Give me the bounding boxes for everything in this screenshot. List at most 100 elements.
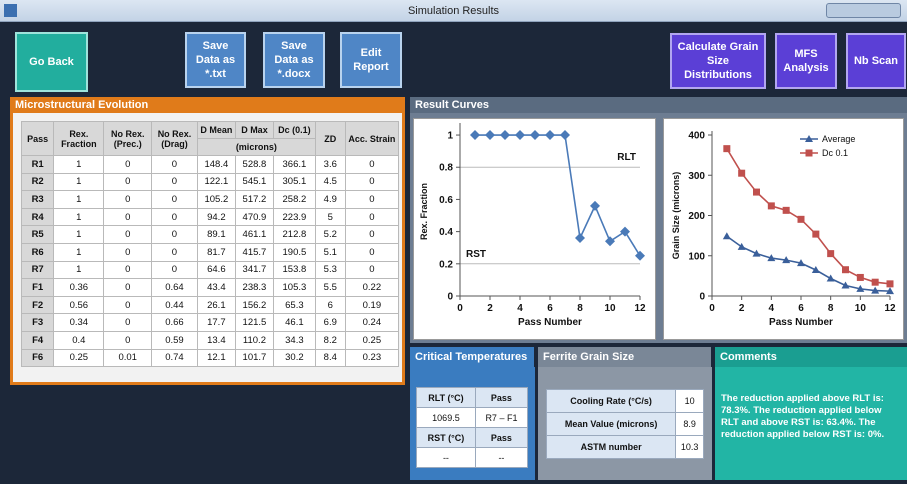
pass-cell: F2 xyxy=(20,295,55,315)
cell: 105.3 xyxy=(272,278,316,297)
go-back-button[interactable]: Go Back xyxy=(15,32,88,92)
cell: 305.1 xyxy=(272,172,316,192)
pass-cell: R3 xyxy=(20,190,55,209)
cell: 10 xyxy=(675,389,704,413)
cell: 3.6 xyxy=(314,155,346,174)
table-row: 1069.5 R7 – F1 xyxy=(416,407,529,428)
table-row: RST (°C) Pass xyxy=(416,427,529,448)
cell: 34.3 xyxy=(272,330,316,350)
cell: 0 xyxy=(103,225,153,244)
cell: RST (°C) xyxy=(416,427,476,448)
cell: R7 – F1 xyxy=(474,407,529,428)
pass-cell: R1 xyxy=(20,155,55,174)
cell: 12.1 xyxy=(196,348,236,368)
window-title: Simulation Results xyxy=(407,5,500,17)
cell: 101.7 xyxy=(234,348,274,368)
cell: 81.7 xyxy=(196,242,236,262)
column-header: D Max xyxy=(234,121,274,139)
cell: 0 xyxy=(103,260,153,280)
cell: 10.3 xyxy=(675,435,704,459)
cell: 212.8 xyxy=(272,225,316,244)
pass-cell: R2 xyxy=(20,172,55,192)
save-txt-button[interactable]: Save Data as *.txt xyxy=(185,32,246,88)
cell: 0 xyxy=(344,207,400,227)
cell: ASTM number xyxy=(545,435,677,459)
cell: 1 xyxy=(53,190,105,209)
column-header: Dc (0.1) xyxy=(272,121,316,139)
cell: 341.7 xyxy=(234,260,274,280)
cell: 0.44 xyxy=(151,295,198,315)
cell: 0.25 xyxy=(344,330,400,350)
cell: 0 xyxy=(103,313,153,332)
edit-report-button[interactable]: Edit Report xyxy=(340,32,402,88)
cell: 30.2 xyxy=(272,348,316,368)
pass-cell: R5 xyxy=(20,225,55,244)
pass-cell: R7 xyxy=(20,260,55,280)
title-bar: Simulation Results xyxy=(0,0,907,22)
table-row: F1 0.36 0 0.64 43.4 238.3 105.3 5.5 0.22 xyxy=(20,278,400,297)
cell: 5.3 xyxy=(314,260,346,280)
cell: 0 xyxy=(103,278,153,297)
column-header: No Rex. (Drag) xyxy=(151,121,198,156)
cell: 0.34 xyxy=(53,313,105,332)
cell: Mean Value (microns) xyxy=(545,412,677,436)
cell: 0 xyxy=(103,190,153,209)
mfs-button[interactable]: MFS Analysis xyxy=(775,33,837,89)
chart-box xyxy=(663,118,904,340)
save-docx-button[interactable]: Save Data as *.docx xyxy=(263,32,325,88)
cell: 5.2 xyxy=(314,225,346,244)
pass-cell: F4 xyxy=(20,330,55,350)
comments-text: The reduction applied above RLT is: 78.3… xyxy=(715,367,907,480)
cell: 13.4 xyxy=(196,330,236,350)
cell: 223.9 xyxy=(272,207,316,227)
table-row: Mean Value (microns) 8.9 xyxy=(545,412,704,436)
nb-scan-button[interactable]: Nb Scan xyxy=(846,33,906,89)
cell: 1 xyxy=(53,225,105,244)
table-row: R3 1 0 0 105.2 517.2 258.2 4.9 0 xyxy=(20,190,400,209)
cell: 4.5 xyxy=(314,172,346,192)
cell: 89.1 xyxy=(196,225,236,244)
table-row: F2 0.56 0 0.44 26.1 156.2 65.3 6 0.19 xyxy=(20,295,400,315)
cell: 0.64 xyxy=(151,278,198,297)
cell: 64.6 xyxy=(196,260,236,280)
cell: 0 xyxy=(151,225,198,244)
cell: 0 xyxy=(344,225,400,244)
cell: 0 xyxy=(151,242,198,262)
critical-panel: RLT (°C) Pass 1069.5 R7 – F1 RST (°C) Pass -- -… xyxy=(410,367,535,480)
chart-box xyxy=(413,118,656,340)
cell: 0 xyxy=(151,260,198,280)
window-controls[interactable] xyxy=(826,3,901,18)
cell: 258.2 xyxy=(272,190,316,209)
critical-table: RLT (°C) Pass 1069.5 R7 – F1 RST (°C) Pass -- -… xyxy=(416,387,529,468)
cell: 0.36 xyxy=(53,278,105,297)
pass-cell: F1 xyxy=(20,278,55,297)
cell: 8.4 xyxy=(314,348,346,368)
table-row: R7 1 0 0 64.6 341.7 153.8 5.3 0 xyxy=(20,260,400,280)
app-icon xyxy=(4,4,17,17)
micro-panel: Pass Rex. Fraction No Rex. (Prec.) No Rex. … xyxy=(10,113,405,385)
ferrite-header: Ferrite Grain Size xyxy=(538,347,711,367)
table-row: -- -- xyxy=(416,447,529,468)
column-header: Acc. Strain xyxy=(344,121,400,156)
column-header: D Mean xyxy=(196,121,236,139)
header-row: Pass Rex. Fraction No Rex. (Prec.) No Rex. … xyxy=(20,121,400,156)
cell: RLT (°C) xyxy=(416,387,476,408)
cell: 5.5 xyxy=(314,278,346,297)
table-row: F6 0.25 0.01 0.74 12.1 101.7 30.2 8.4 0.23 xyxy=(20,348,400,368)
cell: 190.5 xyxy=(272,242,316,262)
table-row: ASTM number 10.3 xyxy=(545,435,704,459)
cell: 0.59 xyxy=(151,330,198,350)
micro-table: Pass Rex. Fraction No Rex. (Prec.) No Rex. … xyxy=(20,121,400,368)
cell: 366.1 xyxy=(272,155,316,174)
cell: 0.23 xyxy=(344,348,400,368)
cell: 0.74 xyxy=(151,348,198,368)
cell: 0 xyxy=(151,172,198,192)
cell: 545.1 xyxy=(234,172,274,192)
column-header: Pass xyxy=(20,121,55,156)
grain-size-button[interactable]: Calculate Grain Size Distributions xyxy=(670,33,766,89)
pass-cell: R4 xyxy=(20,207,55,227)
cell: 0 xyxy=(151,190,198,209)
cell: 105.2 xyxy=(196,190,236,209)
cell: -- xyxy=(416,447,476,468)
cell: Pass xyxy=(474,427,529,448)
